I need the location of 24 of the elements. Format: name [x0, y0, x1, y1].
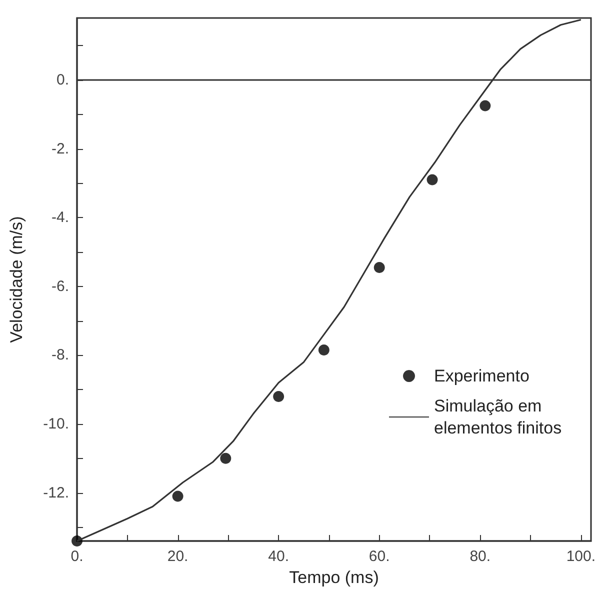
- y-tick-label: -8.: [51, 346, 69, 364]
- legend-label: Experimento: [434, 366, 530, 386]
- x-tick-label: 80.: [470, 548, 491, 565]
- y-axis-title: Velocidade (m/s): [7, 216, 26, 343]
- y-tick-label: -2.: [51, 140, 69, 158]
- point: [220, 452, 232, 464]
- point: [273, 390, 284, 402]
- x-tick-label: 20.: [167, 548, 188, 565]
- point: [172, 490, 184, 502]
- y-tick-label: 0.: [56, 71, 69, 88]
- point: [318, 344, 330, 356]
- x-tick-label: 100.: [566, 548, 596, 565]
- point: [374, 262, 385, 273]
- x-axis-title: Tempo (ms): [289, 568, 379, 587]
- point: [426, 174, 438, 186]
- y-tick-label: -12.: [43, 484, 69, 502]
- y-tick-label: -10.: [43, 416, 69, 433]
- point: [480, 100, 491, 112]
- y-tick-label: -6.: [51, 278, 69, 295]
- x-tick-label: 60.: [368, 548, 390, 565]
- x-tick-label: 40.: [268, 548, 289, 565]
- x-tick-label: 0.: [70, 548, 84, 565]
- legend-label: Simulação em elementos finitos: [434, 396, 562, 438]
- y-tick-label: -4.: [51, 209, 69, 226]
